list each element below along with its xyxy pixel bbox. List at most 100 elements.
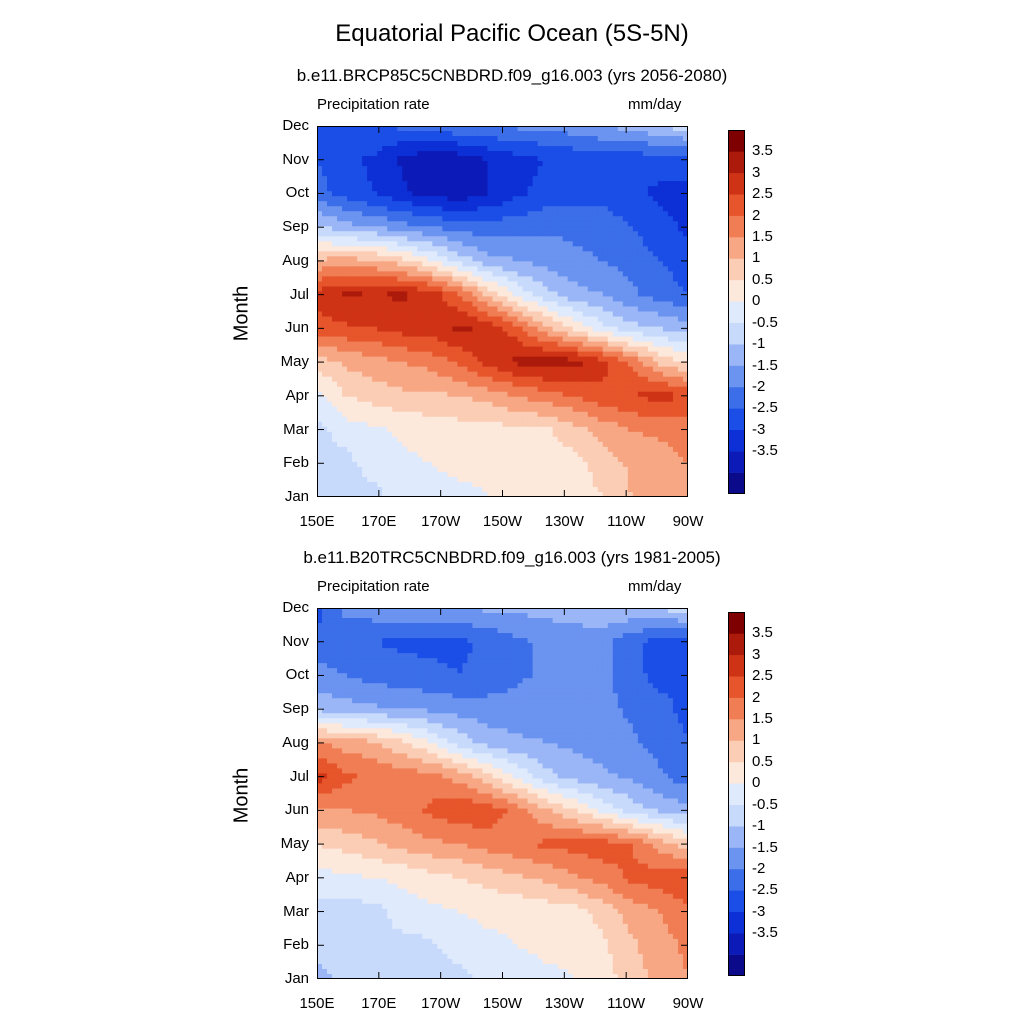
heatmap-cell	[662, 176, 669, 182]
heatmap-cell	[377, 321, 383, 328]
heatmap-cell	[542, 251, 549, 257]
heatmap-cell	[322, 331, 328, 338]
heatmap-cell	[587, 341, 594, 348]
heatmap-cell	[382, 296, 388, 303]
heatmap-cell	[587, 181, 594, 187]
heatmap-cell	[502, 346, 509, 353]
heatmap-cell	[457, 206, 463, 212]
heatmap-cell	[617, 186, 624, 192]
heatmap-cell	[367, 406, 373, 413]
heatmap-cell	[672, 396, 679, 403]
heatmap-cell	[337, 381, 343, 388]
heatmap-cell	[502, 326, 509, 333]
heatmap-cell	[412, 381, 418, 388]
heatmap-cell	[537, 301, 544, 308]
heatmap-cell	[397, 431, 403, 438]
heatmap-cell	[372, 356, 378, 363]
heatmap-cell	[462, 386, 468, 393]
heatmap-cell	[537, 296, 544, 303]
heatmap-cell	[357, 301, 363, 308]
heatmap-cell	[562, 196, 569, 202]
heatmap-cell	[497, 221, 504, 227]
heatmap-cell	[457, 241, 463, 247]
heatmap-cell	[662, 456, 669, 463]
heatmap-cell	[332, 256, 338, 262]
heatmap-cell	[547, 211, 554, 217]
heatmap-cell	[492, 311, 499, 318]
heatmap-cell	[602, 156, 609, 162]
heatmap-cell	[642, 151, 649, 157]
heatmap-cell	[417, 336, 423, 343]
heatmap-cell	[522, 321, 529, 328]
heatmap-cell	[527, 206, 534, 212]
heatmap-cell	[367, 311, 373, 318]
heatmap-cell	[402, 311, 408, 318]
heatmap-cell	[652, 201, 659, 207]
heatmap-cell	[677, 456, 684, 463]
heatmap-cell	[402, 331, 408, 338]
heatmap-cell	[527, 191, 534, 197]
heatmap-cell	[362, 416, 368, 423]
heatmap-cell	[602, 371, 609, 378]
heatmap-cell	[662, 411, 669, 418]
heatmap-cell	[607, 206, 614, 212]
heatmap-cell	[652, 166, 659, 172]
heatmap-cell	[507, 326, 514, 333]
heatmap-cell	[357, 226, 363, 232]
heatmap-cell	[562, 316, 569, 323]
heatmap-cell	[657, 211, 664, 217]
heatmap-cell	[597, 381, 604, 388]
heatmap-cell	[332, 301, 338, 308]
heatmap-cell	[522, 221, 529, 227]
heatmap-cell	[362, 316, 368, 323]
heatmap-cell	[677, 326, 684, 333]
heatmap-cell	[582, 386, 589, 393]
heatmap-cell	[502, 321, 509, 328]
heatmap-cell	[562, 331, 569, 338]
heatmap-cell	[512, 201, 519, 207]
heatmap-cell	[457, 426, 463, 433]
heatmap-cell	[392, 266, 398, 272]
heatmap-cell	[592, 371, 599, 378]
heatmap-cell	[592, 216, 599, 222]
heatmap-cell	[382, 331, 388, 338]
heatmap-cell	[627, 346, 634, 353]
heatmap-cell	[672, 286, 679, 293]
heatmap-cell	[652, 271, 659, 277]
heatmap-cell	[347, 201, 353, 207]
heatmap-cell	[602, 136, 609, 142]
heatmap-cell	[522, 166, 529, 172]
heatmap-cell	[577, 276, 584, 283]
heatmap-cell	[417, 151, 423, 157]
heatmap-cell	[472, 301, 479, 308]
heatmap-cell	[507, 186, 514, 192]
heatmap-cell	[487, 206, 494, 212]
heatmap-cell	[532, 306, 539, 313]
heatmap-cell	[567, 381, 574, 388]
heatmap-cell	[667, 191, 674, 197]
heatmap-cell	[667, 291, 674, 298]
heatmap-cell	[442, 226, 448, 232]
heatmap-cell	[467, 346, 474, 353]
heatmap-cell	[602, 346, 609, 353]
heatmap-cell	[602, 446, 609, 453]
heatmap-cell	[597, 161, 604, 167]
heatmap-cell	[422, 211, 428, 217]
heatmap-cell	[447, 436, 453, 443]
heatmap-cell	[477, 461, 484, 468]
heatmap-cell	[317, 211, 323, 217]
heatmap-cell	[527, 261, 534, 267]
heatmap-cell	[317, 336, 323, 343]
heatmap-cell	[482, 216, 489, 222]
heatmap-cell	[422, 196, 428, 202]
heatmap-cell	[577, 396, 584, 403]
heatmap-cell	[377, 266, 383, 272]
heatmap-cell	[377, 436, 383, 443]
heatmap-cell	[652, 381, 659, 388]
heatmap-cell	[322, 441, 328, 448]
heatmap-cell	[532, 276, 539, 283]
heatmap-cell	[537, 161, 544, 167]
heatmap-cell	[317, 406, 323, 413]
heatmap-cell	[467, 191, 474, 197]
heatmap-cell	[437, 416, 443, 423]
